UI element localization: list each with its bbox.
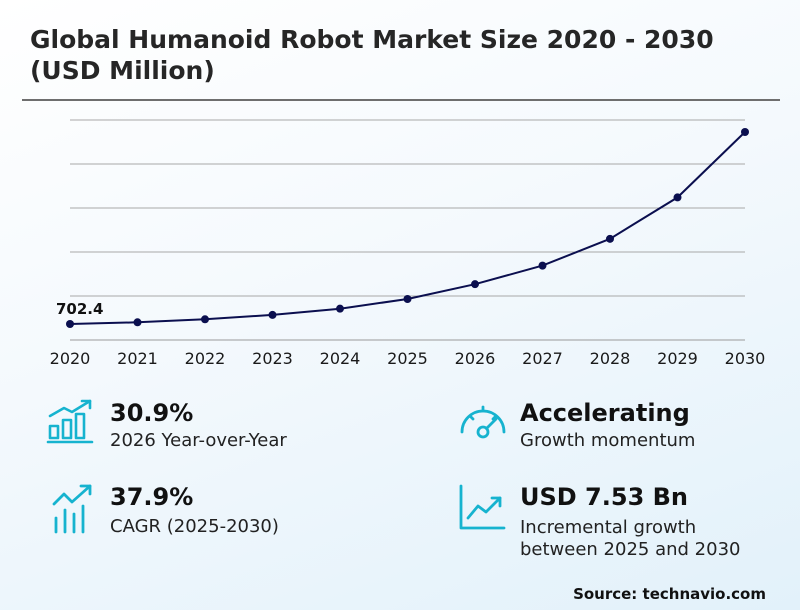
x-tick-label: 2026 <box>455 349 496 368</box>
data-point-2030 <box>741 128 749 136</box>
trend-bars-icon <box>52 484 92 534</box>
bar-chart-growth-icon <box>46 399 94 444</box>
data-point-2029 <box>673 193 682 202</box>
x-tick-label: 2028 <box>590 349 631 368</box>
kpi-incremental: USD 7.53 Bn Incremental growth between 2… <box>458 482 778 564</box>
data-point-2020 <box>66 320 74 328</box>
data-point-2023 <box>268 310 277 319</box>
x-tick-label: 2024 <box>320 349 361 368</box>
x-tick-label: 2029 <box>657 349 698 368</box>
kpi-yoy-value: 30.9% <box>110 399 194 427</box>
title-divider <box>22 99 780 101</box>
kpi-momentum-desc: Growth momentum <box>520 430 696 451</box>
line-chart-up-icon <box>459 484 506 530</box>
data-label: 702.4 <box>56 300 103 318</box>
kpi-cagr: 37.9% CAGR (2025-2030) <box>50 482 380 542</box>
title-line-2: (USD Million) <box>30 56 215 85</box>
kpi-cagr-desc: CAGR (2025-2030) <box>110 516 279 537</box>
data-point-2025 <box>403 294 412 303</box>
x-tick-label: 2021 <box>117 349 158 368</box>
x-tick-label: 2022 <box>185 349 226 368</box>
page-title: Global Humanoid Robot Market Size 2020 -… <box>30 24 790 86</box>
speedometer-icon <box>460 405 506 439</box>
kpi-yoy-desc: 2026 Year-over-Year <box>110 430 287 451</box>
market-size-line-chart: 2020 2021 2022 2023 2024 2025 2026 2027 2028 2029… <box>50 119 766 368</box>
kpi-yoy: 30.9% 2026 Year-over-Year <box>46 398 376 458</box>
data-point-2024 <box>336 304 344 313</box>
x-tick-label: 2027 <box>522 349 563 368</box>
kpi-incremental-desc-line1: Incremental growth <box>520 517 697 538</box>
x-tick-label: 2020 <box>50 349 91 368</box>
x-tick-label: 2023 <box>252 349 293 368</box>
kpi-momentum-value: Accelerating <box>520 399 690 427</box>
x-tick-label: 2025 <box>387 349 428 368</box>
data-point-2028 <box>606 234 614 243</box>
kpi-incremental-value: USD 7.53 Bn <box>520 483 688 511</box>
source-credit: Source: technavio.com <box>573 585 766 603</box>
data-point-2026 <box>471 280 479 289</box>
kpi-cagr-value: 37.9% <box>110 483 194 511</box>
title-line-1: Global Humanoid Robot Market Size 2020 -… <box>30 25 714 54</box>
data-point-2027 <box>538 261 547 270</box>
data-point-2022 <box>201 315 209 324</box>
data-point-2021 <box>133 318 142 327</box>
x-tick-label: 2030 <box>725 349 766 368</box>
kpi-momentum: Accelerating Growth momentum <box>458 398 778 458</box>
kpi-incremental-desc-line2: between 2025 and 2030 <box>520 539 741 560</box>
